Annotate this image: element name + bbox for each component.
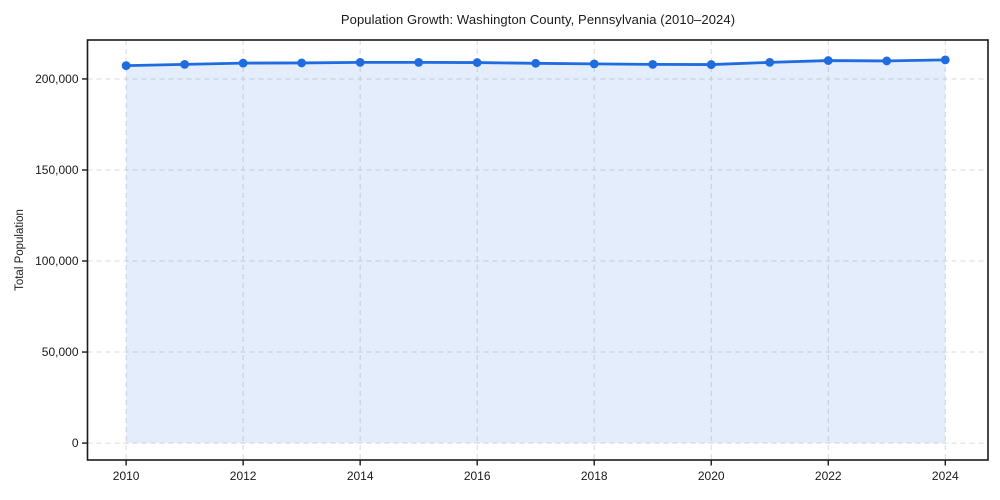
y-tick-label: 50,000	[42, 345, 79, 359]
x-tick-label: 2010	[113, 469, 140, 483]
area-fill	[126, 59, 946, 444]
data-point: 2014: 209,100	[355, 57, 365, 67]
y-axis-label: Total Population	[14, 209, 26, 291]
data-point: 2024: 210,500	[940, 55, 950, 65]
x-tick-label: 2024	[932, 469, 959, 483]
data-point: 2016: 209,000	[472, 58, 482, 67]
data-point: 2017: 208,600	[531, 58, 541, 68]
data-point: 2010: 207,300	[121, 61, 131, 71]
data-point: 2023: 209,900	[882, 56, 892, 66]
x-tick-label: 2018	[581, 469, 608, 483]
plot-border	[86, 39, 989, 461]
data-point: 2015: 209,100	[414, 57, 424, 67]
data-point: 2013: 208,800	[297, 58, 307, 68]
x-tick-label: 2016	[464, 469, 491, 483]
data-point: 2019: 208,000	[648, 59, 658, 69]
chart-title: Population Growth: Washington County, Pe…	[340, 12, 736, 27]
x-tick-label: 2012	[230, 469, 257, 483]
x-tick-label: 2014	[347, 469, 374, 483]
y-tick-label: 150,000	[35, 163, 79, 177]
x-tick-label: 2022	[815, 469, 842, 483]
y-tick-label: 100,000	[35, 254, 79, 268]
y-tick-label: 0	[72, 436, 79, 450]
data-point: 2022: 210,100	[823, 56, 833, 65]
y-tick-label: 200,000	[35, 72, 79, 86]
data-point: 2012: 208,700	[238, 58, 248, 68]
data-point: 2018: 208,300	[589, 59, 599, 69]
data-point: 2020: 207,900	[706, 60, 716, 69]
x-tick-label: 2020	[698, 469, 725, 483]
data-point: 2021: 209,100	[765, 57, 775, 67]
data-point: 2011: 208,000	[180, 59, 190, 69]
